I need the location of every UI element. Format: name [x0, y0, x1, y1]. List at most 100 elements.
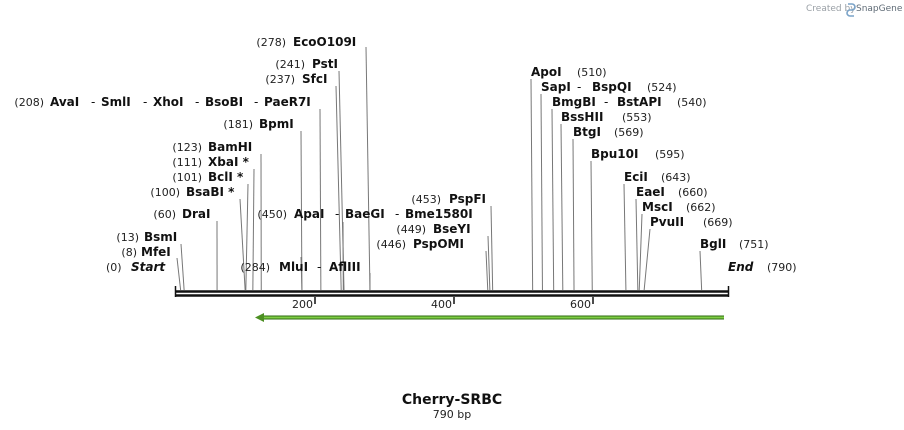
- leader-line-13: [485, 250, 489, 291]
- site-apai-name[interactable]: ApaI: [294, 207, 324, 221]
- site-bmgbi-separator: -: [604, 95, 608, 109]
- site-msci-name[interactable]: MscI: [642, 200, 673, 214]
- leader-line-11: [365, 46, 371, 291]
- site-leader-lines: [176, 46, 703, 291]
- site-psti-name[interactable]: PstI: [312, 57, 338, 71]
- site-sfci-name[interactable]: SfcI: [302, 72, 327, 86]
- site-mfei-position: (8): [121, 246, 137, 259]
- leader-line-3: [239, 198, 246, 291]
- site-bspqi-name[interactable]: BspQI: [592, 80, 632, 94]
- site-pspfi-name[interactable]: PspFI: [449, 192, 486, 206]
- site-bcli-position: (101): [172, 171, 202, 184]
- site-drai-name[interactable]: DraI: [182, 207, 210, 221]
- site-bspqi-position: (524): [647, 81, 677, 94]
- site-avai-separator-1: -: [91, 95, 95, 109]
- leader-line-18: [551, 108, 555, 291]
- site-bsobi-name[interactable]: BsoBI: [205, 95, 243, 109]
- site-sapi-separator: -: [577, 80, 581, 94]
- leader-line-8: [319, 108, 322, 291]
- site-avai-separator-3: -: [195, 95, 199, 109]
- site-bamhi-name[interactable]: BamHI: [208, 140, 252, 154]
- site-mfei-name[interactable]: MfeI: [141, 245, 171, 259]
- site-bpu10i-position: (595): [655, 148, 685, 161]
- site-apoi-name[interactable]: ApoI: [531, 65, 562, 79]
- site-avai-name[interactable]: AvaI: [50, 95, 79, 109]
- site-avai-separator-2: -: [143, 95, 147, 109]
- site-ecoo109i-position: (278): [256, 36, 286, 49]
- site-avai-separator-4: -: [254, 95, 258, 109]
- tick-label-400: 400: [431, 298, 452, 311]
- site-afliii-name[interactable]: AflIII: [329, 260, 361, 274]
- leader-line-9: [335, 85, 342, 291]
- start-text: Start: [131, 260, 166, 274]
- leader-line-0: [176, 257, 182, 291]
- site-mlui-name[interactable]: MluI: [279, 260, 308, 274]
- site-pspfi-position: (453): [411, 193, 441, 206]
- site-ecii-name[interactable]: EciI: [624, 170, 648, 184]
- site-bsmi-name[interactable]: BsmI: [144, 230, 177, 244]
- tick-label-600: 600: [570, 298, 591, 311]
- site-bgli-name[interactable]: BglI: [700, 237, 726, 251]
- watermark-brand: SnapGene: [856, 4, 903, 14]
- site-btgi-name[interactable]: BtgI: [573, 125, 601, 139]
- map-length: 790 bp: [433, 408, 471, 421]
- site-xbai-name[interactable]: XbaI *: [208, 155, 250, 169]
- leader-line-22: [623, 183, 627, 291]
- site-eaei-position: (660): [678, 186, 708, 199]
- leader-line-15: [490, 205, 494, 291]
- site-bcli-name[interactable]: BclI *: [208, 170, 244, 184]
- site-bamhi-position: (123): [172, 141, 202, 154]
- site-bpmi-name[interactable]: BpmI: [259, 117, 294, 131]
- snapgene-watermark: Created by SnapGene: [806, 3, 903, 17]
- sequence-backbone: [174, 286, 730, 297]
- site-bpmi-position: (181): [223, 118, 253, 131]
- site-bsabi-position: (100): [150, 186, 180, 199]
- site-pvuii-name[interactable]: PvuII: [650, 215, 684, 229]
- site-eaei-name[interactable]: EaeI: [636, 185, 665, 199]
- site-mlui-separator: -: [317, 260, 321, 274]
- site-pspomi-position: (446): [376, 238, 406, 251]
- site-bsshii-name[interactable]: BssHII: [561, 110, 603, 124]
- site-bsshii-position: (553): [622, 111, 652, 124]
- site-ecoo109i-name[interactable]: EcoO109I: [293, 35, 356, 49]
- leader-line-4: [245, 183, 249, 291]
- site-bsabi-name[interactable]: BsaBI *: [186, 185, 235, 199]
- site-apai-position: (450): [257, 208, 287, 221]
- end-label: End (790): [728, 260, 797, 274]
- site-baegi-name[interactable]: BaeGI: [345, 207, 385, 221]
- site-psti-position: (241): [275, 58, 305, 71]
- site-sapi-name[interactable]: SapI: [541, 80, 571, 94]
- site-pvuii-position: (669): [703, 216, 733, 229]
- site-bsmi-position: (13): [116, 231, 139, 244]
- site-bme1580i-name[interactable]: Bme1580I: [405, 207, 473, 221]
- leader-line-1: [180, 243, 185, 291]
- leader-line-21: [590, 160, 593, 291]
- leader-line-16: [530, 78, 534, 291]
- end-text: End: [728, 260, 754, 274]
- watermark-created-by: Created by: [806, 4, 856, 14]
- snapgene-logo-icon: [846, 3, 856, 17]
- site-bgli-position: (751): [739, 238, 769, 251]
- feature-arrow[interactable]: [255, 313, 724, 322]
- site-pspomi-name[interactable]: PspOMI: [413, 237, 464, 251]
- site-smli-name[interactable]: SmlI: [101, 95, 131, 109]
- site-xbai-position: (111): [172, 156, 202, 169]
- site-apai-separator-1: -: [335, 207, 339, 221]
- site-bstapi-name[interactable]: BstAPI: [617, 95, 662, 109]
- site-apai-separator-2: -: [395, 207, 399, 221]
- leader-line-27: [300, 256, 303, 291]
- site-bmgbi-name[interactable]: BmgBI: [552, 95, 596, 109]
- site-paer7i-name[interactable]: PaeR7I: [264, 95, 311, 109]
- site-bseyi-position: (449): [396, 223, 426, 236]
- site-bpu10i-name[interactable]: Bpu10I: [591, 147, 638, 161]
- tick-label-200: 200: [292, 298, 313, 311]
- end-position: (790): [767, 261, 797, 274]
- site-bseyi-name[interactable]: BseYI: [433, 222, 471, 236]
- site-xhoi-name[interactable]: XhoI: [153, 95, 184, 109]
- leader-line-19: [560, 123, 564, 291]
- site-avai-position: (208): [14, 96, 44, 109]
- site-bstapi-position: (540): [677, 96, 707, 109]
- leader-line-26: [699, 250, 703, 291]
- site-mlui-position: (284): [240, 261, 270, 274]
